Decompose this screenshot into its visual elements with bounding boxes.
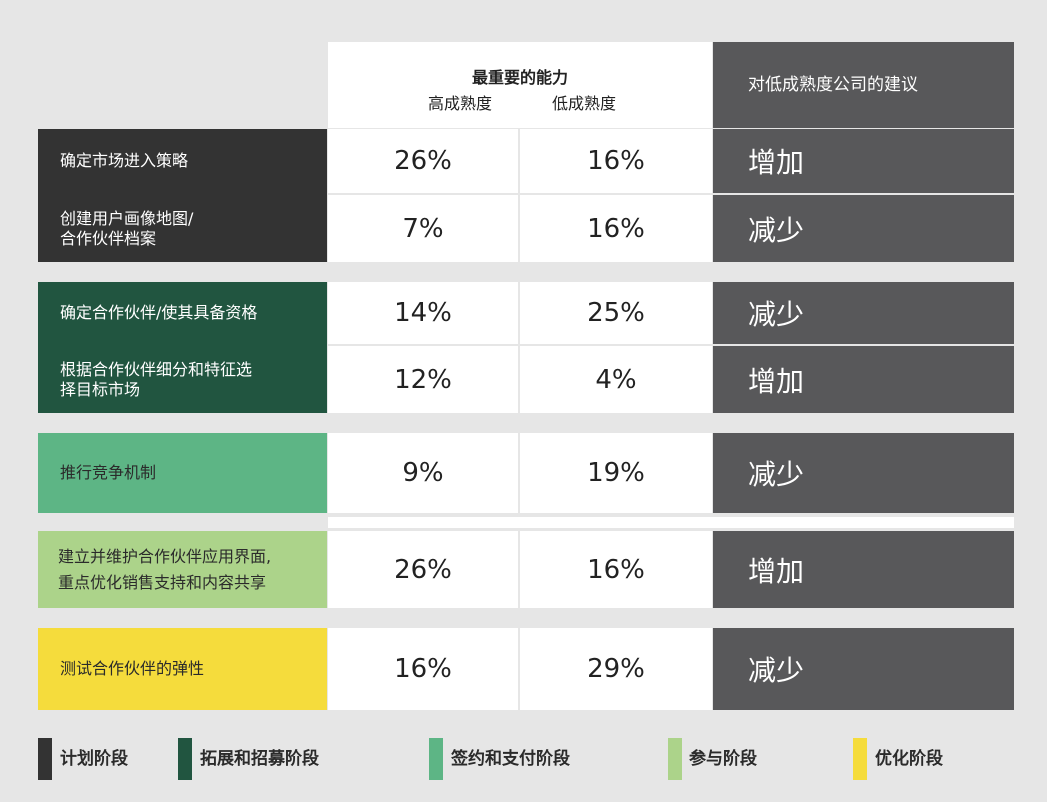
advice-cell: 减少	[713, 282, 1014, 344]
legend-label-planning: 计划阶段	[60, 749, 128, 769]
value-low: 16%	[520, 129, 712, 193]
stage-block-recruit	[38, 282, 327, 413]
advice-cell: 减少	[713, 433, 1014, 513]
legend-label-recruit: 拓展和招募阶段	[200, 749, 319, 769]
divider-strip	[328, 517, 1014, 528]
header-capability-cell: 最重要的能力 高成熟度 低成熟度	[328, 42, 712, 128]
capability-label: 根据合作伙伴细分和特征选 择目标市场	[60, 359, 253, 399]
legend-swatch-recruit	[178, 738, 192, 780]
advice-cell: 减少	[713, 195, 1014, 262]
value-high: 9%	[328, 433, 518, 513]
value-high: 26%	[328, 129, 518, 193]
value-high: 14%	[328, 282, 518, 344]
legend-swatch-planning	[38, 738, 52, 780]
capability-label: 建立并维护合作伙伴应用界面, 重点优化销售支持和内容共享	[38, 531, 327, 608]
value-low: 16%	[520, 195, 712, 262]
header-col-low: 低成熟度	[551, 94, 616, 113]
capability-label: 推行竞争机制	[38, 433, 327, 513]
advice-cell: 减少	[713, 628, 1014, 710]
value-high: 26%	[328, 531, 518, 608]
legend-swatch-engage	[668, 738, 682, 780]
advice-cell: 增加	[713, 346, 1014, 413]
advice-cell: 增加	[713, 531, 1014, 608]
capability-label: 创建用户画像地图/ 合作伙伴档案	[60, 208, 194, 248]
legend-swatch-contract	[429, 738, 443, 780]
header-col-high: 高成熟度	[427, 94, 492, 113]
capability-label: 确定合作伙伴/使其具备资格	[60, 303, 258, 322]
header-advice: 对低成熟度公司的建议	[713, 42, 1014, 128]
capability-label: 确定市场进入策略	[60, 151, 189, 170]
legend-label-contract: 签约和支付阶段	[451, 749, 570, 769]
value-high: 7%	[328, 195, 518, 262]
capability-label: 测试合作伙伴的弹性	[38, 628, 327, 710]
header-advice-title: 对低成熟度公司的建议	[748, 75, 918, 95]
value-low: 4%	[520, 346, 712, 413]
value-high: 16%	[328, 628, 518, 710]
legend-swatch-optimize	[853, 738, 867, 780]
stage-block-planning	[38, 129, 327, 262]
value-high: 12%	[328, 346, 518, 413]
legend-label-optimize: 优化阶段	[875, 749, 943, 769]
legend-label-engage: 参与阶段	[689, 749, 757, 769]
value-low: 29%	[520, 628, 712, 710]
advice-cell: 增加	[713, 129, 1014, 193]
value-low: 25%	[520, 282, 712, 344]
value-low: 19%	[520, 433, 712, 513]
header-most-important-title: 最重要的能力	[471, 68, 568, 87]
value-low: 16%	[520, 531, 712, 608]
